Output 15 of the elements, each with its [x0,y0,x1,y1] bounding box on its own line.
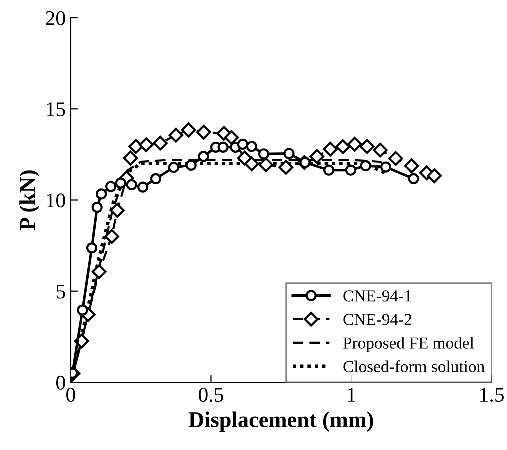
y-tick-label: 20 [46,11,66,26]
y-tick-label: 15 [47,102,66,117]
x-tick-label: 0.5 [199,388,224,402]
y-tick-label: 10 [47,194,66,208]
legend-label: CNE-94-1 [344,290,412,302]
x-tick-label: 1.5 [480,388,504,402]
legend-label: CNE-94-2 [344,314,412,326]
x-tick-label: 0 [66,388,76,402]
y-tick-label: 5 [56,284,66,299]
x-axis-title: Displacement (mm) [188,412,374,432]
legend-label: Closed-form solution [344,360,485,372]
y-axis-title: P (kN) [20,170,40,230]
x-tick-label: 1 [348,388,356,402]
legend-label: Proposed FE model [343,337,474,352]
y-tick-label: 0 [56,376,66,390]
